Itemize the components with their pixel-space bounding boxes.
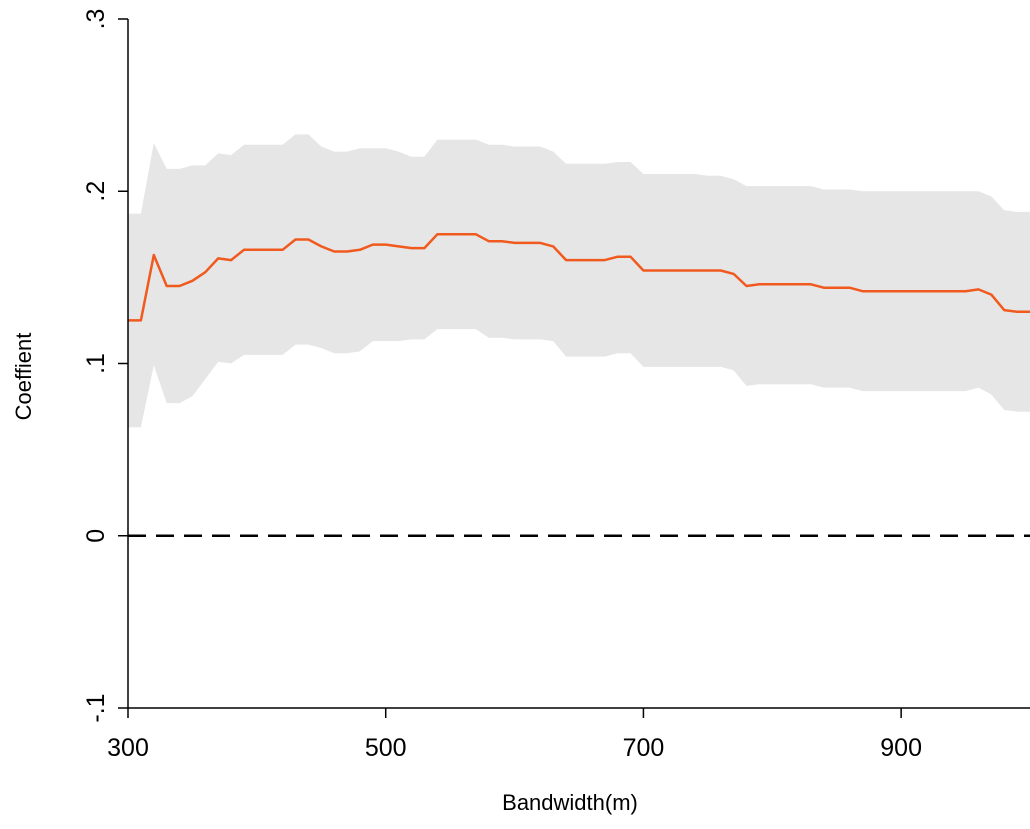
y-tick-label: 0 [82, 529, 110, 543]
x-axis-title: Bandwidth(m) [502, 790, 638, 815]
y-tick-label: .1 [82, 353, 110, 374]
y-axis-title: Coeffient [11, 333, 36, 421]
confidence-band-layer [128, 134, 1030, 428]
y-tick-label: -.1 [82, 693, 110, 722]
confidence-band [128, 134, 1030, 428]
x-tick-label: 700 [623, 734, 665, 762]
coefficient-line-layer [128, 233, 1030, 322]
x-tick-label: 500 [365, 734, 407, 762]
x-tick-label: 900 [880, 734, 922, 762]
coefficient-line [128, 233, 1030, 322]
x-tick-label: 300 [107, 734, 149, 762]
axes-layer: 300 500 700 900 -.1 0 .1 .2 .3 [82, 9, 1030, 762]
y-tick-label: .3 [82, 9, 110, 30]
y-tick-label: .2 [82, 181, 110, 202]
